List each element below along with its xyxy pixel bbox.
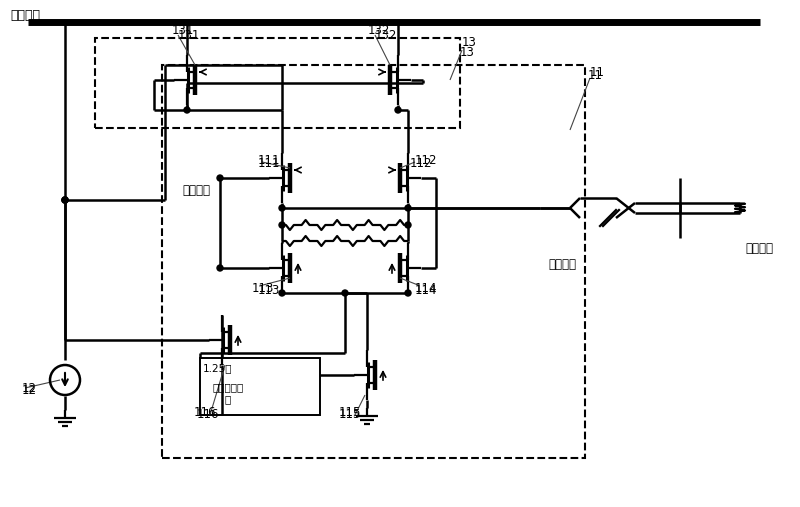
Circle shape — [279, 205, 285, 211]
Circle shape — [279, 222, 285, 228]
Circle shape — [62, 197, 68, 203]
Circle shape — [184, 107, 190, 113]
Text: 工作电压: 工作电压 — [10, 9, 40, 21]
Text: 外部负载: 外部负载 — [745, 241, 773, 255]
Text: 114: 114 — [415, 283, 438, 297]
Bar — [200, 358, 320, 415]
Text: 1.25伏: 1.25伏 — [203, 363, 233, 373]
Text: 111: 111 — [258, 154, 281, 166]
Text: 第二信号: 第二信号 — [182, 184, 210, 197]
Text: 11: 11 — [588, 68, 603, 82]
Text: 13: 13 — [460, 46, 475, 58]
Text: 132: 132 — [375, 28, 398, 42]
Text: 112: 112 — [410, 157, 433, 169]
Bar — [162, 65, 585, 458]
Text: 116: 116 — [197, 409, 219, 421]
Text: 115: 115 — [339, 409, 361, 421]
Text: 131: 131 — [178, 28, 200, 42]
Text: 第一信号: 第一信号 — [548, 259, 576, 272]
Text: 113: 113 — [252, 281, 274, 295]
Circle shape — [217, 265, 223, 271]
Circle shape — [279, 290, 285, 296]
Text: 12: 12 — [22, 383, 37, 396]
Text: 116: 116 — [194, 406, 216, 418]
Text: 115: 115 — [339, 406, 361, 418]
Text: 112: 112 — [415, 154, 438, 166]
Circle shape — [342, 290, 348, 296]
Circle shape — [62, 197, 68, 203]
Text: 111: 111 — [258, 157, 281, 169]
Text: 113: 113 — [258, 283, 280, 297]
Text: 131: 131 — [172, 23, 194, 37]
Circle shape — [62, 197, 68, 203]
Text: 13: 13 — [462, 35, 477, 49]
Circle shape — [405, 222, 411, 228]
Circle shape — [405, 290, 411, 296]
Text: 132: 132 — [368, 23, 390, 37]
Text: 12: 12 — [22, 381, 37, 394]
Circle shape — [405, 205, 411, 211]
Bar — [95, 38, 460, 128]
Text: 114: 114 — [415, 281, 438, 295]
Circle shape — [395, 107, 401, 113]
Text: 共模负馈电
路: 共模负馈电 路 — [212, 382, 244, 404]
Circle shape — [217, 175, 223, 181]
Text: 11: 11 — [590, 65, 605, 79]
